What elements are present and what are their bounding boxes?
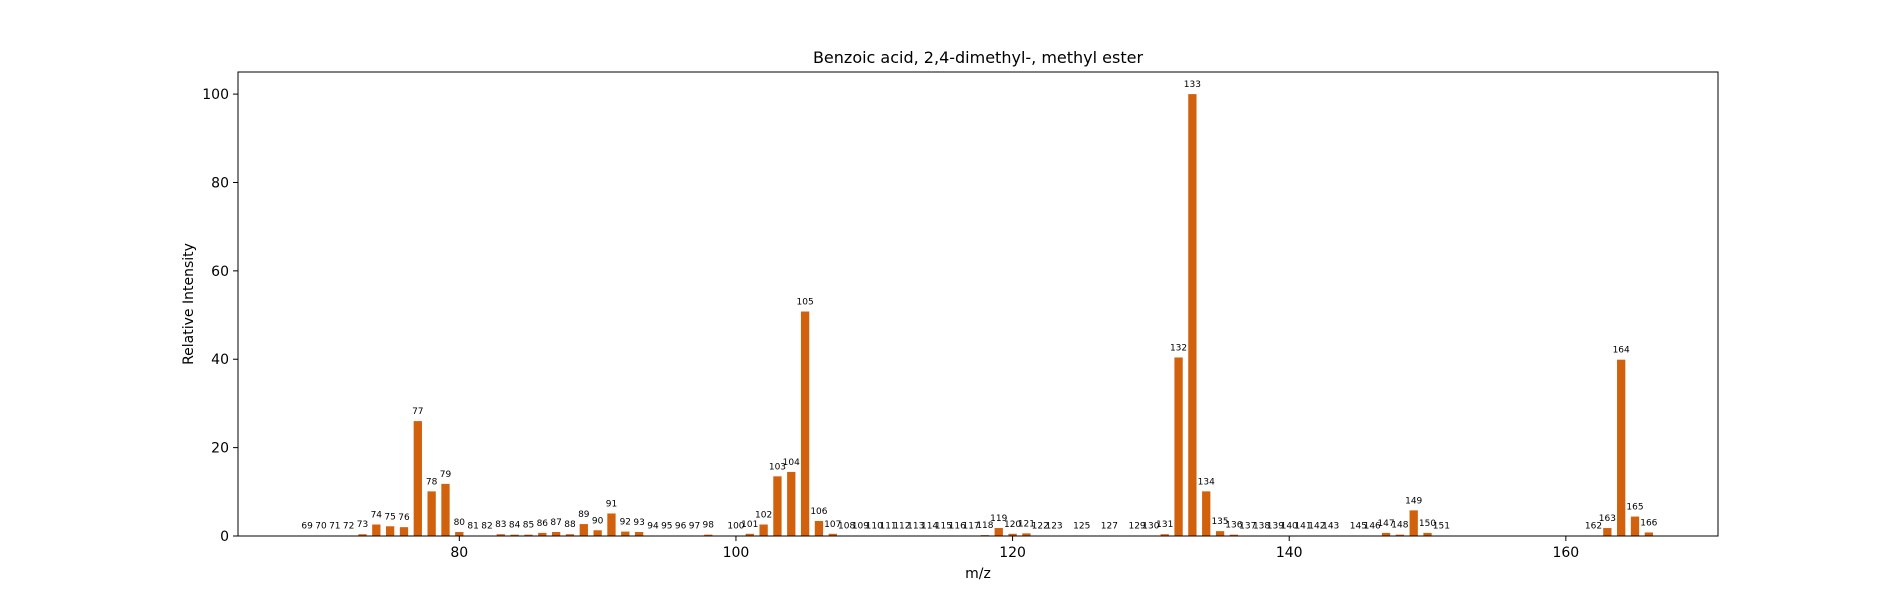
bar-mz-91 (607, 513, 615, 536)
bar-mz-74 (372, 525, 380, 536)
bar-label: 87 (550, 518, 561, 528)
bar-mz-106 (815, 521, 823, 536)
bar-mz-92 (621, 532, 629, 536)
bar-label: 73 (357, 520, 368, 530)
bar-mz-165 (1631, 517, 1639, 536)
bar-mz-103 (773, 476, 781, 536)
x-tick-label: 100 (723, 545, 750, 561)
bar-mz-78 (428, 491, 436, 536)
bar-mz-89 (580, 524, 588, 536)
bar-mz-75 (386, 526, 394, 536)
x-axis-label: m/z (965, 566, 991, 582)
y-tick-label: 80 (211, 175, 229, 191)
bar-label: 86 (537, 519, 549, 529)
bar-label: 93 (633, 518, 644, 528)
bar-mz-102 (759, 525, 767, 536)
bar-label: 134 (1198, 477, 1215, 487)
chart-title: Benzoic acid, 2,4-dimethyl-, methyl este… (813, 48, 1144, 67)
bar-label: 133 (1184, 80, 1201, 90)
bar-label: 106 (810, 507, 827, 517)
bar-mz-164 (1617, 360, 1625, 536)
bar-label: 82 (481, 522, 492, 532)
bar-mz-87 (552, 532, 560, 536)
bar-label: 84 (509, 521, 521, 531)
bar-label: 148 (1391, 521, 1408, 531)
bar-label: 123 (1045, 522, 1062, 532)
bar-label: 125 (1073, 522, 1090, 532)
x-tick-label: 80 (450, 545, 468, 561)
bar-mz-77 (414, 421, 422, 536)
bar-label: 131 (1156, 520, 1173, 530)
bar-label: 94 (647, 522, 659, 532)
bar-mz-119 (995, 528, 1003, 536)
bar-label: 85 (523, 521, 534, 531)
x-tick-label: 140 (1276, 545, 1303, 561)
bar-label: 151 (1433, 522, 1450, 532)
bar-label: 165 (1626, 503, 1643, 513)
bar-label: 132 (1170, 343, 1187, 353)
bar-label: 70 (315, 522, 327, 532)
y-tick-label: 100 (202, 87, 229, 103)
x-tick-label: 160 (1552, 545, 1579, 561)
bar-label: 69 (301, 522, 313, 532)
bar-label: 104 (783, 458, 800, 468)
bar-label: 90 (592, 516, 604, 526)
bar-label: 79 (440, 470, 452, 480)
bar-label: 96 (675, 522, 687, 532)
bar-mz-105 (801, 312, 809, 536)
x-tick-label: 120 (999, 545, 1026, 561)
bar-label: 97 (689, 522, 700, 532)
y-tick-label: 40 (211, 352, 229, 368)
x-axis: 80 100 120 140 160 (450, 536, 1579, 561)
bar-mz-166 (1645, 532, 1653, 536)
bar-mz-79 (441, 484, 449, 536)
bars-group (303, 94, 1653, 536)
y-axis: 0 20 40 60 80 100 (202, 87, 238, 545)
bar-mz-163 (1603, 528, 1611, 536)
y-axis-label: Relative Intensity (181, 243, 197, 365)
bar-label: 101 (741, 520, 758, 530)
y-tick-label: 20 (211, 441, 229, 457)
bar-mz-93 (635, 532, 643, 536)
bar-label: 149 (1405, 496, 1422, 506)
bar-mz-149 (1410, 510, 1418, 536)
bar-mz-104 (787, 472, 795, 536)
bar-label: 127 (1101, 522, 1118, 532)
bar-label: 74 (371, 511, 383, 521)
bar-label: 163 (1599, 514, 1616, 524)
bar-label: 98 (703, 521, 715, 531)
bar-label: 77 (412, 407, 423, 417)
bar-label: 83 (495, 520, 506, 530)
bar-mz-132 (1174, 357, 1182, 536)
bar-mz-90 (593, 530, 601, 536)
bar-mz-80 (455, 532, 463, 536)
bar-label: 105 (797, 298, 814, 308)
bar-label: 143 (1322, 522, 1339, 532)
bar-label: 92 (620, 518, 631, 528)
bar-label: 89 (578, 510, 590, 520)
bar-mz-135 (1216, 531, 1224, 536)
bar-label: 88 (564, 520, 576, 530)
y-tick-label: 60 (211, 264, 229, 280)
bar-label: 72 (343, 522, 354, 532)
bar-mz-134 (1202, 491, 1210, 536)
bar-label: 71 (329, 522, 340, 532)
bar-label: 91 (606, 499, 617, 509)
bar-label: 76 (398, 513, 410, 523)
bar-label: 81 (467, 522, 478, 532)
bar-label: 102 (755, 511, 772, 521)
y-tick-label: 0 (220, 529, 229, 545)
bar-label: 78 (426, 477, 438, 487)
plot-frame (238, 72, 1718, 536)
bar-label: 95 (661, 522, 672, 532)
bar-mz-76 (400, 527, 408, 536)
bar-label: 166 (1640, 518, 1657, 528)
bar-label: 75 (384, 512, 395, 522)
bar-label: 80 (454, 518, 466, 528)
bar-mz-133 (1188, 94, 1196, 536)
bar-label: 164 (1613, 346, 1630, 356)
